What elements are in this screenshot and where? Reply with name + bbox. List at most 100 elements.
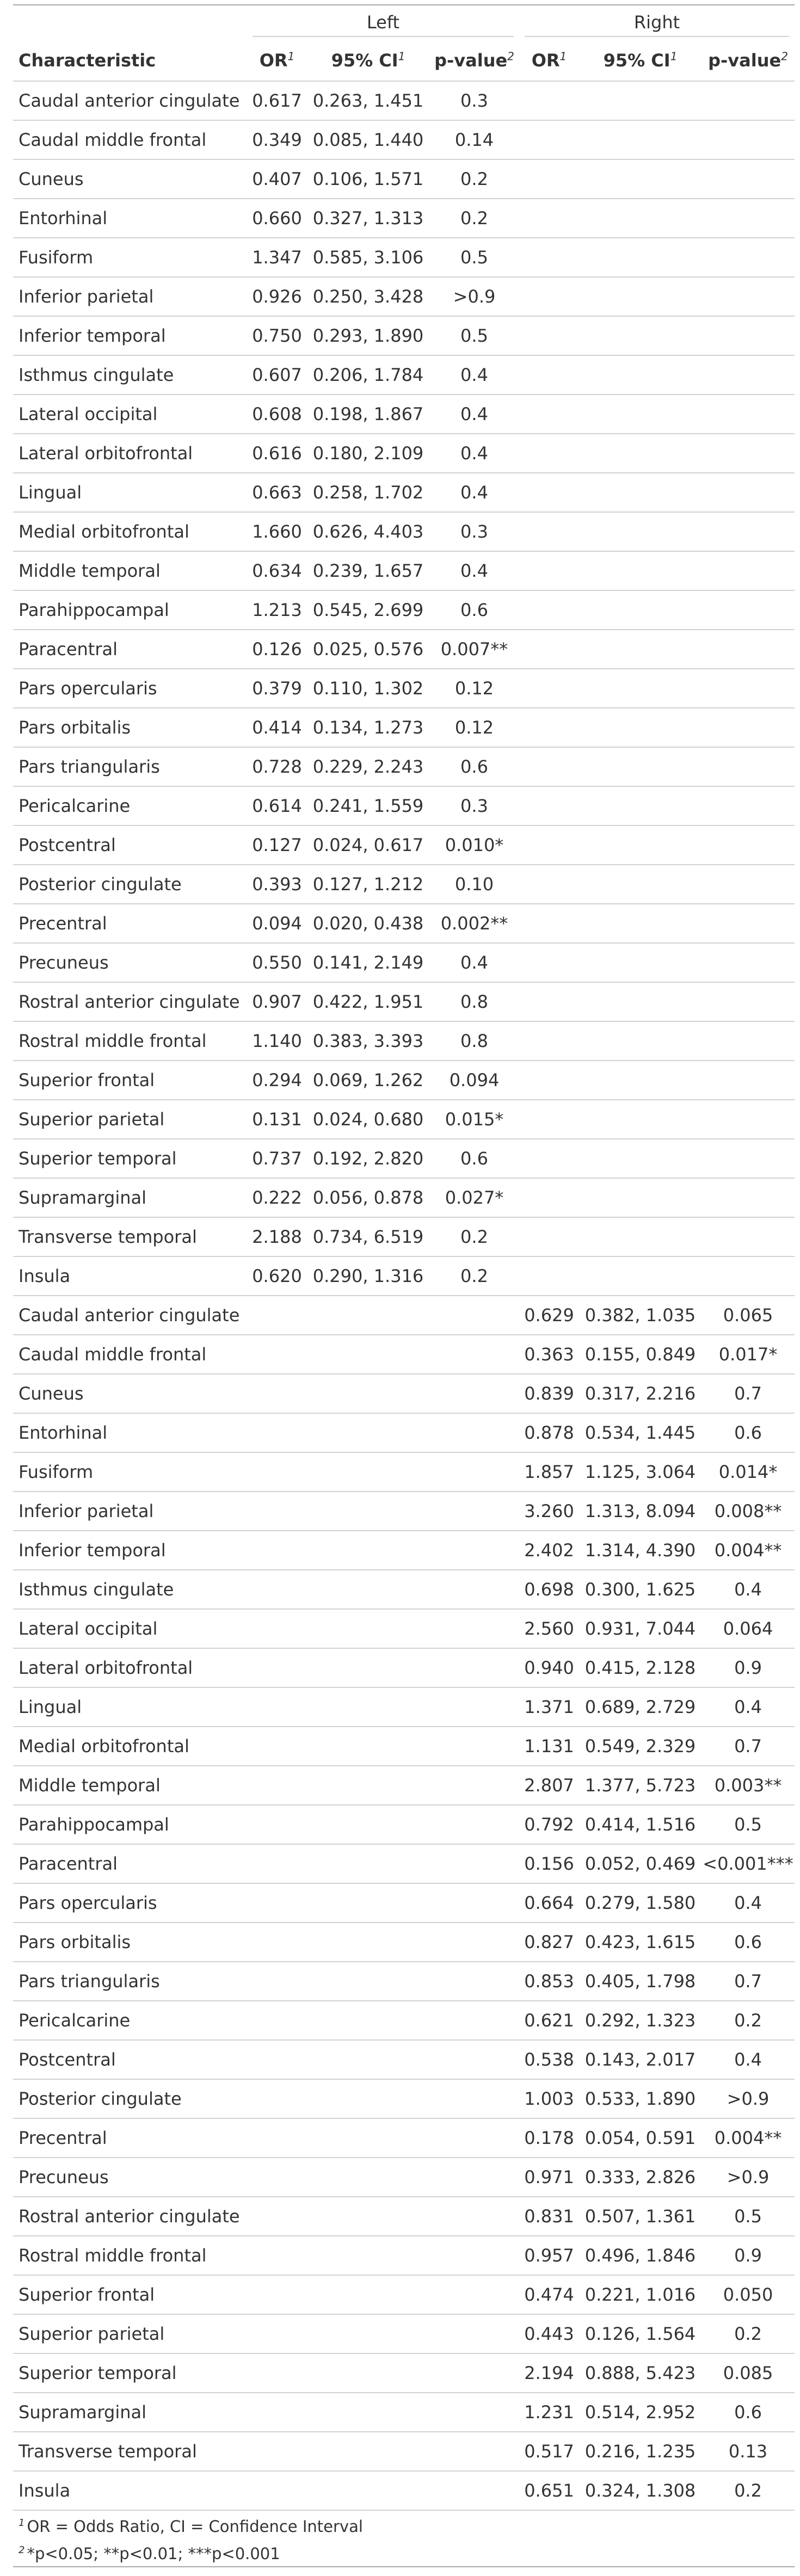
table-body: Caudal anterior cingulate 0.617 0.263, 1.4… xyxy=(13,81,795,2511)
right-pvalue-cell: <0.001*** xyxy=(701,1844,795,1883)
left-ci-cell xyxy=(307,1530,429,1570)
right-or-cell: 0.839 xyxy=(519,1373,579,1413)
table-row: Rostral middle frontal 1.140 0.383, 3.393 0… xyxy=(13,1021,795,1061)
row-label: Transverse temporal xyxy=(13,2431,247,2471)
row-label: Superior frontal xyxy=(13,2275,247,2314)
table-row: Isthmus cingulate 0.698 0.300, 1.625 0.4 xyxy=(13,1569,795,1609)
left-pvalue-cell xyxy=(429,1373,519,1413)
left-or-cell xyxy=(247,1334,307,1374)
left-pvalue-cell xyxy=(429,1452,519,1492)
left-or-cell: 0.608 xyxy=(247,394,307,434)
right-ci-cell xyxy=(579,668,701,708)
left-pvalue-cell: 0.4 xyxy=(429,433,519,473)
right-ci-cell: 0.279, 1.580 xyxy=(579,1883,701,1922)
right-ci-cell xyxy=(579,1256,701,1296)
right-pvalue-cell xyxy=(701,1256,795,1296)
right-ci-cell: 0.496, 1.846 xyxy=(579,2235,701,2275)
right-or-cell xyxy=(519,159,579,199)
left-ci-cell xyxy=(307,1452,429,1492)
right-or-cell: 0.178 xyxy=(519,2118,579,2158)
right-pvalue-cell: >0.9 xyxy=(701,2157,795,2197)
right-ci-cell xyxy=(579,629,701,669)
table-row: Caudal anterior cingulate 0.629 0.382, 1.0… xyxy=(13,1295,795,1335)
left-ci-cell: 0.545, 2.699 xyxy=(307,590,429,630)
left-or-cell: 0.607 xyxy=(247,355,307,395)
left-or-cell: 0.550 xyxy=(247,942,307,982)
left-pvalue-cell: 0.5 xyxy=(429,237,519,277)
left-ci-cell xyxy=(307,1491,429,1531)
left-pvalue-cell xyxy=(429,1844,519,1883)
table-row: Inferior parietal 3.260 1.313, 8.094 0.008*… xyxy=(13,1491,795,1531)
right-ci-cell xyxy=(579,1021,701,1061)
right-ci-cell: 0.292, 1.323 xyxy=(579,2000,701,2040)
right-or-cell: 0.474 xyxy=(519,2275,579,2314)
table-row: Middle temporal 2.807 1.377, 5.723 0.003** xyxy=(13,1765,795,1805)
left-ci-cell xyxy=(307,1334,429,1374)
right-ci-cell xyxy=(579,355,701,395)
right-pvalue-cell: 0.4 xyxy=(701,1883,795,1922)
table-row: Parahippocampal 1.213 0.545, 2.699 0.6 xyxy=(13,590,795,630)
column-header-right-pvalue: p-value2 xyxy=(701,40,795,82)
right-pvalue-cell: 0.5 xyxy=(701,1804,795,1844)
right-or-cell xyxy=(519,1138,579,1178)
right-or-cell xyxy=(519,668,579,708)
left-ci-cell xyxy=(307,1844,429,1883)
row-label: Pericalcarine xyxy=(13,2000,247,2040)
footnote-mark: 1 xyxy=(559,50,567,63)
table-row: Posterior cingulate 0.393 0.127, 1.212 0.10 xyxy=(13,864,795,904)
right-ci-cell xyxy=(579,81,701,120)
right-pvalue-cell xyxy=(701,786,795,825)
left-or-cell: 1.213 xyxy=(247,590,307,630)
right-pvalue-cell xyxy=(701,707,795,747)
left-pvalue-cell: 0.027* xyxy=(429,1178,519,1217)
right-or-cell: 0.940 xyxy=(519,1648,579,1687)
right-pvalue-cell: 0.003** xyxy=(701,1765,795,1805)
right-pvalue-cell: 0.9 xyxy=(701,2235,795,2275)
right-ci-cell xyxy=(579,1060,701,1100)
left-ci-cell: 0.383, 3.393 xyxy=(307,1021,429,1061)
left-ci-cell xyxy=(307,1726,429,1766)
table-row: Middle temporal 0.634 0.239, 1.657 0.4 xyxy=(13,551,795,590)
left-ci-cell xyxy=(307,1569,429,1609)
right-ci-cell xyxy=(579,276,701,316)
left-pvalue-cell: 0.8 xyxy=(429,982,519,1021)
row-label: Entorhinal xyxy=(13,198,247,238)
left-pvalue-cell: 0.5 xyxy=(429,316,519,355)
right-or-cell xyxy=(519,786,579,825)
left-or-cell xyxy=(247,1373,307,1413)
right-or-cell xyxy=(519,433,579,473)
right-or-cell xyxy=(519,1060,579,1100)
right-ci-cell xyxy=(579,864,701,904)
row-label: Supramarginal xyxy=(13,2392,247,2432)
left-ci-cell: 0.025, 0.576 xyxy=(307,629,429,669)
row-label: Pars opercularis xyxy=(13,668,247,708)
right-or-cell: 1.857 xyxy=(519,1452,579,1492)
right-ci-cell: 0.888, 5.423 xyxy=(579,2353,701,2393)
table-row: Pericalcarine 0.621 0.292, 1.323 0.2 xyxy=(13,2000,795,2040)
right-ci-cell xyxy=(579,120,701,159)
left-pvalue-cell: 0.3 xyxy=(429,81,519,120)
footnote-mark: 1 xyxy=(398,50,405,63)
left-pvalue-cell xyxy=(429,1648,519,1687)
left-or-cell: 0.620 xyxy=(247,1256,307,1296)
left-pvalue-cell xyxy=(429,2275,519,2314)
right-ci-cell xyxy=(579,786,701,825)
row-label: Postcentral xyxy=(13,2039,247,2079)
row-label: Middle temporal xyxy=(13,1765,247,1805)
right-pvalue-cell: 0.004** xyxy=(701,1530,795,1570)
left-ci-cell xyxy=(307,2353,429,2393)
left-pvalue-cell: 0.4 xyxy=(429,551,519,590)
spanner-right-label: Right xyxy=(525,12,790,37)
row-label: Rostral middle frontal xyxy=(13,2235,247,2275)
table-row: Postcentral 0.127 0.024, 0.617 0.010* xyxy=(13,825,795,865)
left-pvalue-cell xyxy=(429,1295,519,1335)
right-or-cell xyxy=(519,198,579,238)
right-ci-cell: 0.405, 1.798 xyxy=(579,1961,701,2001)
right-pvalue-cell: 0.9 xyxy=(701,1648,795,1687)
table-row: Superior temporal 2.194 0.888, 5.423 0.085 xyxy=(13,2353,795,2393)
footnote-mark: 2 xyxy=(507,50,514,63)
table-row: Pars opercularis 0.379 0.110, 1.302 0.12 xyxy=(13,668,795,708)
left-or-cell xyxy=(247,2118,307,2158)
right-pvalue-cell xyxy=(701,355,795,395)
row-label: Paracentral xyxy=(13,1844,247,1883)
